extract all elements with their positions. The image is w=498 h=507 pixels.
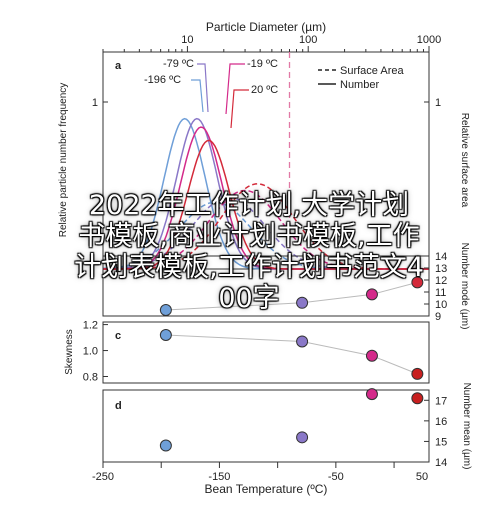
surface-area-curve [103,196,429,270]
curve-label-leaders [191,63,249,129]
number-curve [103,117,429,270]
panel-a-ytick-1: 1 [92,97,98,109]
panel-d-yaxis: 14 15 16 17 [424,395,447,469]
data-point [365,349,378,362]
panel-c-points [159,328,424,380]
data-point [411,367,424,380]
trend-line [165,281,418,311]
curve-label-minus19: -19 ºC [247,58,278,70]
data-point [159,328,172,341]
top-tick-label: 1000 [417,34,441,46]
top-tick-label: 100 [299,34,317,46]
number-curve [103,117,429,270]
ytick-label: 12 [435,275,447,287]
panel-d-frame [102,389,430,463]
panel-c-yaxis: 0.8 1.0 1.2 [83,320,108,384]
panel-c-ylabel-left: Skewness [64,329,75,375]
panel-a-ylabel-left: Relative particle number frequency [58,83,69,238]
panel-a-letter: a [115,60,122,72]
panel-a-ytick-1-right: 1 [435,97,441,109]
panel-d-ylabel-right: Number mean (µm) [461,383,472,470]
data-point [365,288,378,301]
panel-b-frame [102,255,430,317]
xtick-label: -50 [328,471,344,483]
top-tick-label: 10 [181,34,193,46]
number-curve [103,126,429,270]
panel-b-points [159,276,424,316]
xtick-label: 50 [416,471,428,483]
curve-label-20: 20 ºC [251,84,278,96]
ytick-label: 0.8 [83,372,98,384]
xtick-label: -150 [208,471,230,483]
leader-minus19 [225,63,245,115]
data-point [365,388,378,401]
panel-c-frame [102,321,430,384]
xtick-label: -250 [92,471,114,483]
legend-surface-area-label: Surface Area [340,65,404,77]
ytick-label: 17 [435,395,447,407]
number-curve [103,139,429,270]
panel-b-letter: b [115,263,122,275]
leader-20 [230,89,249,129]
top-axis-title: Particle Diameter (µm) [206,20,326,34]
curve-label-minus196: -196 ºC [144,74,181,86]
ytick-label: 9 [435,311,441,323]
data-point [159,304,172,316]
ytick-label: 1.0 [83,346,98,358]
bottom-axis-title: Bean Temperature (ºC) [205,482,328,496]
data-point [296,296,309,309]
surface-area-curve [103,189,429,270]
curve-label-minus79: -79 ºC [163,58,194,70]
surface-area-curve [102,201,429,270]
panel-a-ylabel-right: Relative surface area [459,113,470,208]
trend-line [165,334,418,375]
ytick-label: 1.2 [83,320,98,332]
panel-c-letter: c [115,330,121,342]
panel-d-points [159,388,424,452]
bottom-xaxis-ticks: -250 -150 -50 50 [92,462,428,483]
data-point [411,392,424,405]
leader-minus196 [191,79,204,113]
legend-number-label: Number [340,79,379,91]
data-point [411,276,424,289]
ytick-label: 16 [435,416,447,428]
panel-b-ylabel-right: Number mode (µm) [459,243,470,330]
ytick-label: 11 [435,287,446,299]
leader-minus79 [197,63,209,113]
ytick-label: 10 [435,299,447,311]
panel-a-curves [102,117,429,270]
data-point [296,431,309,444]
top-axis-ticks: 10 100 1000 [102,34,441,52]
ytick-label: 14 [435,457,447,469]
panel-d-letter: d [115,400,122,412]
data-point [296,335,309,348]
ytick-label: 14 [435,251,447,263]
ytick-label: 15 [435,436,447,448]
data-point [159,439,172,452]
ytick-label: 13 [435,263,447,275]
